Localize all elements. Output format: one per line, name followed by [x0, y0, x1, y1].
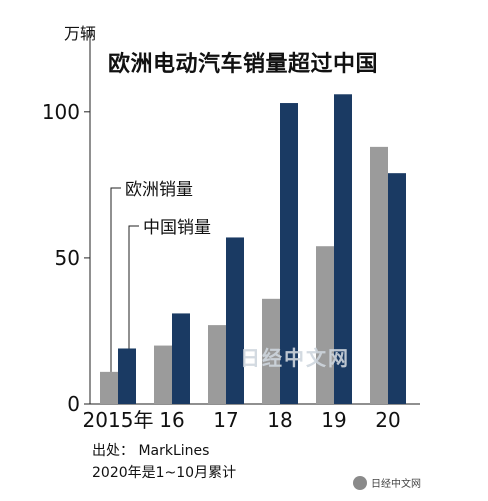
x-tick-label: 2015年 [83, 408, 154, 432]
source-note: 出处： MarkLines [92, 443, 210, 459]
x-tick-label: 17 [213, 408, 238, 432]
bar-europe [100, 371, 118, 404]
watermark: 日经中文网 [240, 346, 350, 370]
bar-europe [262, 298, 280, 404]
bar-china [280, 103, 298, 404]
legend-label: 欧洲销量 [125, 180, 193, 200]
bar-china [388, 173, 406, 404]
x-tick-label: 16 [159, 408, 184, 432]
bar-europe [316, 246, 334, 404]
x-tick-label: 20 [375, 408, 400, 432]
wechat-account: 日经中文网 [353, 475, 421, 490]
x-tick-label: 19 [321, 408, 346, 432]
legend-leader-line [110, 187, 121, 372]
y-tick-label: 50 [55, 246, 80, 270]
y-tick-label: 0 [67, 392, 80, 416]
y-tick-label: 100 [42, 100, 80, 124]
bar-europe [370, 146, 388, 404]
bar-china [334, 94, 352, 404]
bar-china [226, 237, 244, 404]
chart-title: 欧洲电动汽车销量超过中国 [108, 52, 379, 77]
bar-europe [208, 325, 226, 404]
legend-leader-line [128, 225, 139, 349]
period-note: 2020年是1~10月累计 [92, 465, 237, 481]
wechat-account-name: 日经中文网 [371, 479, 421, 490]
bar-china [172, 313, 190, 404]
wechat-icon [353, 475, 367, 490]
legend-label: 中国销量 [143, 218, 211, 238]
x-tick-label: 18 [267, 408, 292, 432]
bar-europe [154, 345, 172, 404]
bar-china [118, 348, 136, 404]
y-axis-unit-label: 万辆 [64, 24, 97, 43]
